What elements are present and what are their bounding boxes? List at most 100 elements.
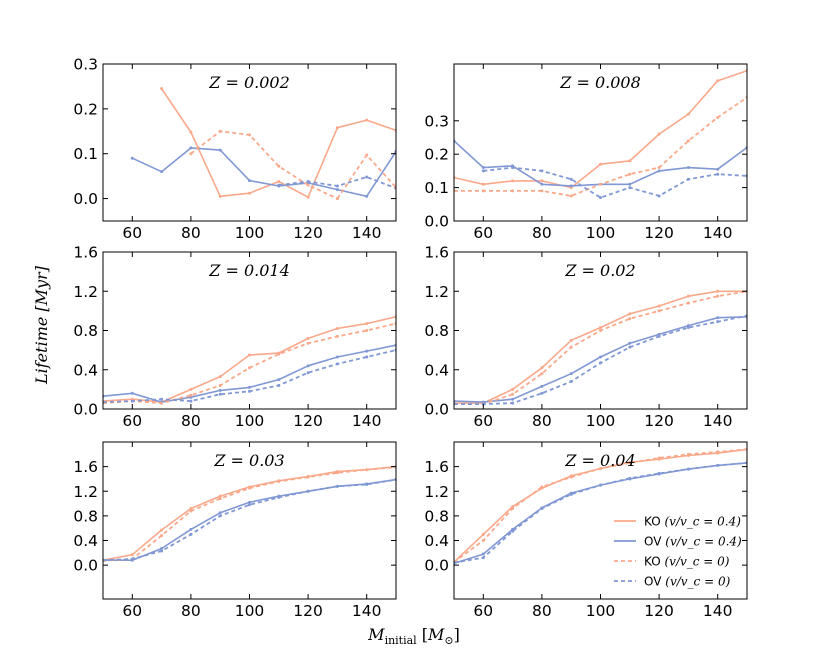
series-group — [454, 69, 747, 200]
data-point — [481, 552, 485, 556]
data-point — [306, 475, 310, 479]
x-axis-title-sub: initial — [385, 634, 418, 647]
data-point — [599, 483, 602, 487]
data-point — [335, 197, 339, 201]
data-point — [130, 399, 134, 403]
data-point — [716, 294, 720, 298]
data-point — [599, 162, 602, 166]
data-point — [218, 194, 222, 198]
data-point — [335, 327, 339, 331]
y-tick-label: 1.6 — [73, 244, 98, 262]
y-tick-label: 0.1 — [73, 145, 98, 163]
data-point — [686, 177, 690, 181]
data-point — [511, 506, 515, 510]
series-group — [103, 315, 396, 405]
data-point — [657, 456, 661, 460]
series-line-ov-norot — [103, 349, 396, 403]
data-point — [481, 166, 485, 170]
data-point — [160, 170, 164, 174]
data-point — [306, 336, 310, 340]
x-tick-label: 100 — [586, 224, 616, 242]
legend-entry-label: KO (v/v_c = 0.4) — [644, 515, 741, 529]
data-point — [365, 329, 369, 332]
data-point — [160, 401, 164, 405]
data-point — [218, 148, 222, 152]
y-tick-label: 0.0 — [73, 190, 98, 208]
series-group — [454, 447, 747, 565]
data-point — [657, 304, 661, 308]
x-tick-label: 140 — [703, 412, 733, 430]
data-point — [365, 349, 369, 353]
data-point — [657, 471, 661, 475]
y-tick-label: 0.3 — [73, 56, 98, 74]
x-tick-label: 60 — [473, 602, 493, 620]
data-point — [335, 184, 339, 188]
x-tick-label: 100 — [586, 412, 616, 430]
x-tick-label: 60 — [122, 412, 142, 430]
data-point — [481, 169, 485, 173]
panel-title: Z = 0.008 — [559, 73, 641, 92]
y-tick-label: 1.6 — [73, 458, 98, 476]
x-tick-label: 140 — [703, 602, 733, 620]
x-tick-label: 120 — [293, 602, 323, 620]
x-tick-label: 100 — [235, 602, 265, 620]
data-point — [716, 115, 720, 119]
data-point — [599, 196, 602, 200]
x-tick-label: 120 — [644, 412, 674, 430]
x-axis-title-unit-sub: ⊙ — [444, 634, 453, 647]
y-tick-label: 1.2 — [73, 483, 98, 501]
panel-1: 60 80 100 120 140 0.0 0.1 0.2 0.3 Z = 0.008 — [424, 63, 748, 242]
y-tick-label: 0.0 — [424, 557, 449, 575]
data-point — [189, 532, 193, 536]
data-point — [189, 152, 193, 156]
data-point — [569, 492, 573, 496]
series-line-ko-norot — [454, 290, 747, 406]
data-point — [277, 352, 281, 356]
data-point — [716, 463, 720, 467]
data-point — [628, 345, 632, 349]
y-tick-label: 0.0 — [73, 401, 98, 419]
data-point — [130, 557, 134, 561]
x-tick-label: 140 — [703, 224, 733, 242]
data-point — [335, 188, 339, 192]
y-tick-label: 0.0 — [73, 557, 98, 575]
y-tick-label: 0.4 — [424, 361, 449, 379]
data-point — [277, 378, 281, 382]
data-point — [481, 556, 485, 560]
legend-entry-label: OV (v/v_c = 0.4) — [644, 535, 742, 549]
data-point — [306, 489, 310, 493]
panel-title: Z = 0.03 — [213, 451, 284, 470]
data-point — [569, 184, 573, 188]
y-tick-label: 1.6 — [424, 458, 449, 476]
x-axis-title-main: M — [367, 625, 385, 644]
data-point — [511, 397, 515, 401]
data-point — [599, 329, 602, 332]
data-point — [365, 482, 369, 486]
x-axis-title-unit-close: ] — [454, 625, 460, 644]
data-point — [628, 159, 632, 163]
y-tick-label: 1.6 — [424, 244, 449, 262]
data-point — [189, 146, 193, 150]
x-tick-label: 80 — [532, 224, 552, 242]
data-point — [130, 156, 134, 160]
data-point — [540, 179, 544, 183]
data-point — [716, 172, 720, 176]
data-point — [365, 355, 369, 359]
data-point — [716, 450, 720, 454]
data-point — [511, 529, 515, 533]
data-point — [306, 183, 310, 187]
x-axis-title-unit-main: M — [427, 625, 445, 644]
data-point — [277, 183, 281, 187]
data-point — [628, 312, 632, 316]
data-point — [218, 497, 222, 501]
series-line-ko-rot — [454, 290, 747, 404]
data-point — [218, 511, 222, 515]
data-point — [248, 353, 251, 357]
data-point — [540, 384, 544, 388]
series-line-ov-rot — [103, 478, 396, 562]
data-point — [365, 194, 369, 198]
data-point — [218, 375, 222, 379]
x-tick-label: 140 — [352, 224, 382, 242]
data-point — [306, 180, 310, 184]
data-point — [657, 334, 661, 338]
